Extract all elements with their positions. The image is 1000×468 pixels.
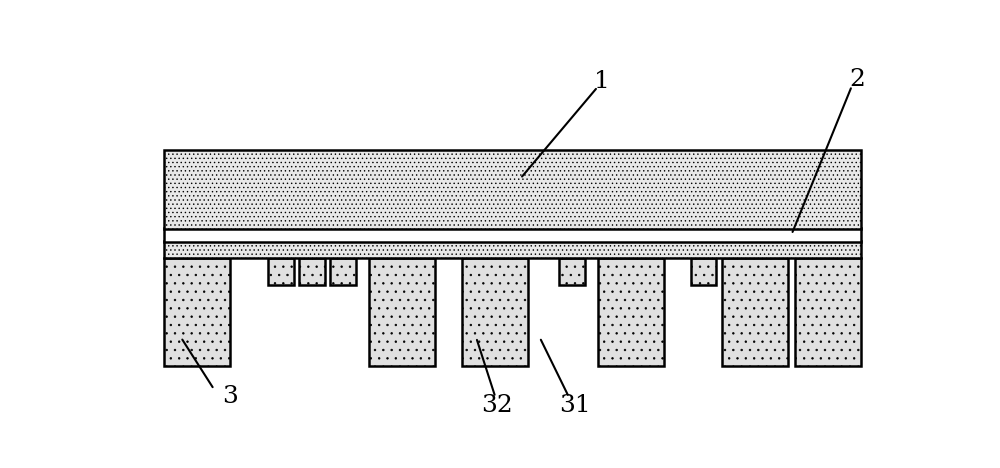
Bar [559,258,585,285]
Text: 2: 2 [849,68,865,91]
Bar [722,258,788,366]
Bar [164,241,861,258]
Bar [795,258,861,366]
Bar [164,258,230,366]
Bar [164,150,861,229]
Bar [299,258,325,285]
Text: 3: 3 [222,385,238,408]
Bar [369,258,435,366]
Bar [462,258,528,366]
Bar [268,258,294,285]
Bar [691,258,716,285]
Text: 1: 1 [594,70,610,93]
Text: 32: 32 [481,394,513,417]
Text: 31: 31 [559,394,590,417]
Bar [598,258,664,366]
Bar [330,258,356,285]
Bar [164,228,861,242]
